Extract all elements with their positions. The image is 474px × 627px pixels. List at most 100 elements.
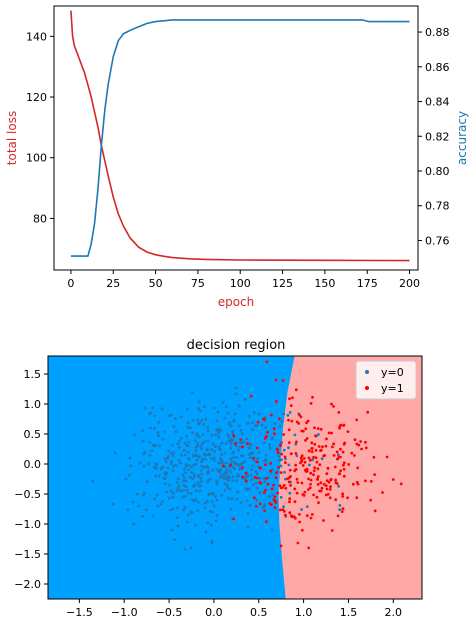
scatter-point [290,514,293,518]
top-x-tick-label: 200 [399,277,420,290]
scatter-point [341,507,345,511]
bottom-x-tick-label: −1.0 [111,606,138,619]
scatter-point [288,500,291,504]
scatter-point [157,434,161,438]
scatter-point [210,523,213,527]
scatter-point [126,508,130,511]
scatter-point [309,482,312,486]
scatter-point [230,497,234,501]
scatter-point [183,453,187,457]
scatter-point [239,501,243,505]
scatter-point [385,455,389,459]
scatter-point [280,441,283,444]
scatter-point [216,410,220,414]
scatter-point [197,407,201,411]
scatter-point [222,476,225,480]
scatter-point [205,464,209,468]
scatter-point [148,441,152,444]
scatter-point [224,477,228,480]
scatter-point [237,474,240,478]
scatter-point [299,461,302,465]
scatter-point [219,474,223,477]
scatter-point [230,460,234,463]
scatter-point [212,406,216,410]
scatter-point [339,469,342,473]
scatter-point [314,448,318,452]
scatter-point [232,418,236,421]
scatter-point [289,475,292,478]
scatter-point [298,513,301,516]
scatter-point [191,418,195,422]
scatter-point [131,500,135,504]
scatter-point [219,468,223,472]
scatter-point [304,439,307,442]
scatter-point [184,471,187,475]
scatter-point [229,507,233,511]
scatter-point [161,437,165,441]
scatter-point [224,442,228,445]
scatter-point [324,484,328,487]
scatter-point [220,453,223,456]
scatter-point [184,441,187,445]
scatter-point [127,473,131,477]
scatter-point [210,540,214,544]
scatter-point [160,407,164,411]
scatter-point [201,465,205,468]
scatter-point [173,538,177,541]
scatter-point [266,430,269,434]
scatter-point [330,529,334,532]
scatter-point [213,456,216,460]
top-right-y-tick-label: 0.76 [425,234,450,247]
scatter-point [195,432,199,436]
scatter-point [369,480,373,483]
scatter-point [229,463,233,467]
scatter-point [236,490,240,494]
scatter-point [336,453,340,457]
scatter-point [269,469,272,473]
scatter-point [225,468,229,472]
scatter-point [322,519,325,522]
scatter-point [233,462,237,466]
scatter-point [316,478,319,481]
scatter-point [252,456,256,460]
scatter-point [221,462,225,465]
scatter-point [171,468,175,472]
scatter-point [169,489,173,493]
scatter-point [238,445,242,449]
scatter-point [245,437,249,441]
top-x-tick-label: 125 [272,277,293,290]
scatter-point [210,500,214,503]
scatter-point [206,478,210,482]
scatter-point [204,417,208,421]
scatter-point [262,491,266,495]
scatter-point [278,425,282,428]
scatter-point [254,481,258,485]
scatter-point [246,499,249,502]
scatter-point [325,479,329,483]
scatter-point [141,493,145,497]
scatter-point [305,467,309,471]
scatter-point [264,426,268,429]
scatter-point [186,457,190,460]
scatter-point [189,546,193,550]
scatter-point [269,462,273,465]
scatter-point [203,405,206,408]
scatter-point [307,449,311,453]
scatter-point [186,444,190,448]
scatter-point [265,435,268,438]
scatter-point [322,482,326,486]
scatter-point [172,425,176,429]
legend-marker-y1 [365,386,369,390]
scatter-point [227,435,231,439]
scatter-point [91,480,95,483]
scatter-point [328,496,332,500]
bottom-y-tick-label: 1.0 [24,398,42,411]
scatter-point [260,423,264,427]
scatter-point [277,465,280,469]
scatter-point [353,438,357,441]
scatter-point [274,378,278,382]
bottom-x-tick-label: 1.5 [340,606,358,619]
scatter-point [143,406,147,410]
scatter-point [186,450,190,454]
